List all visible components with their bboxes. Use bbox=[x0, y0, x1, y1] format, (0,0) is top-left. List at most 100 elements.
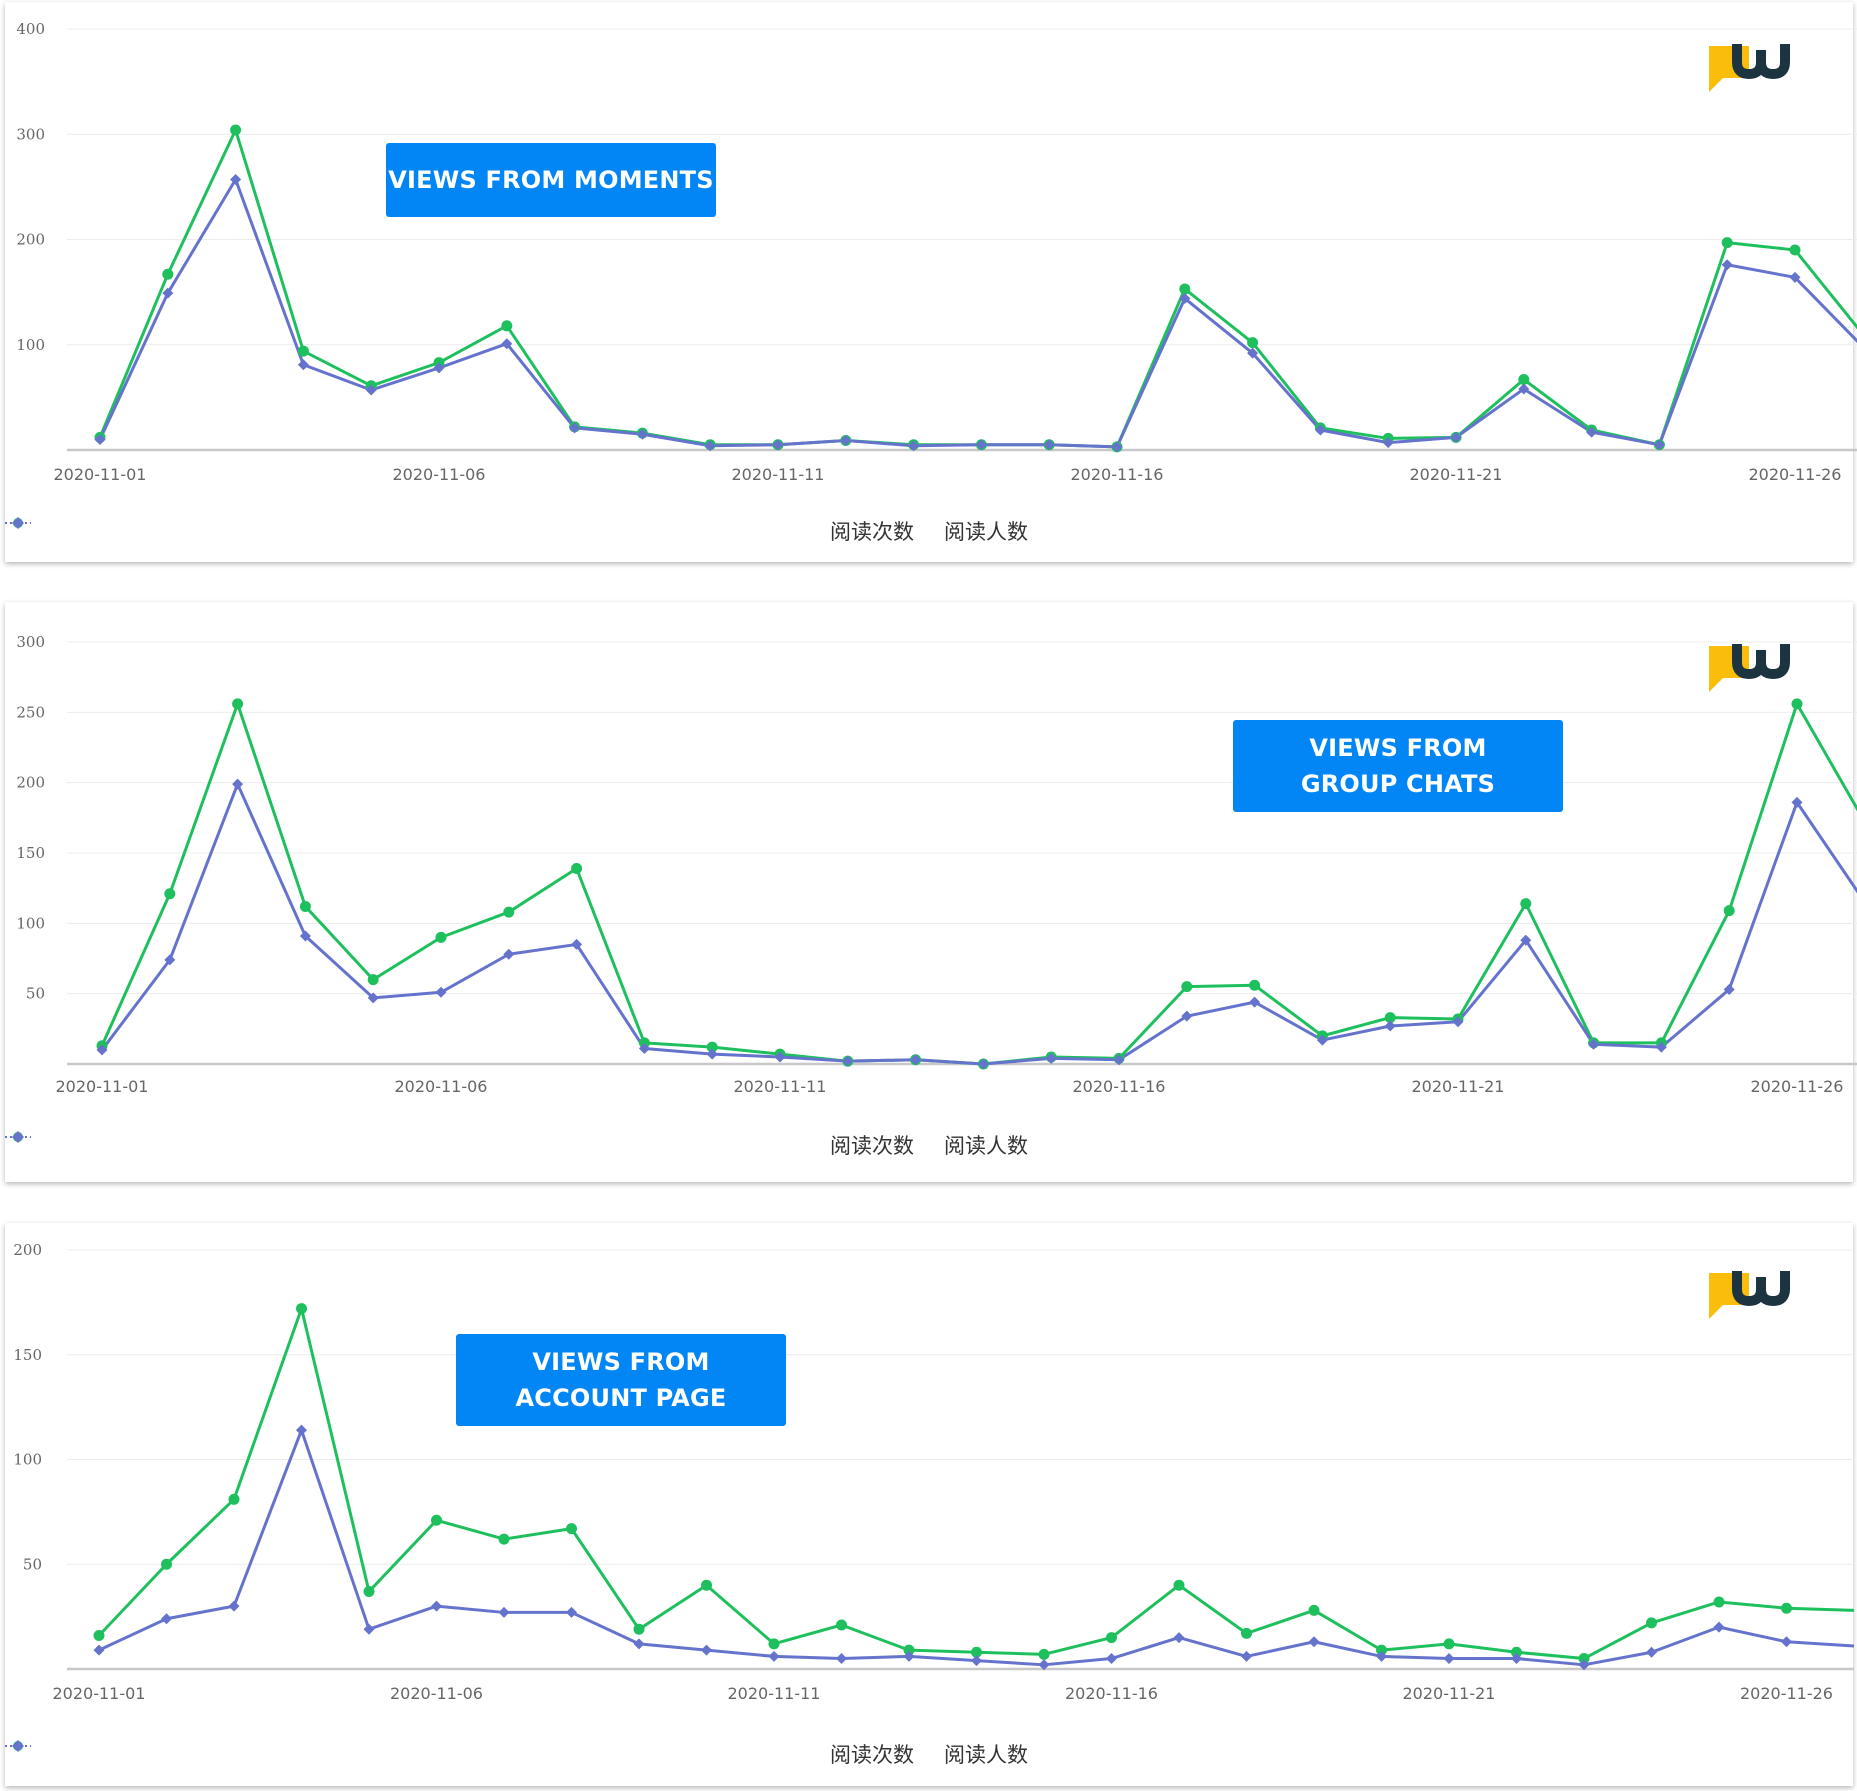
data-point-views bbox=[638, 1037, 650, 1049]
legend-item-views[interactable]: 阅读次数 bbox=[5, 1130, 914, 1160]
callout-views-from-group-chats: VIEWS FROM GROUP CHATS bbox=[1233, 720, 1563, 812]
data-point-readers bbox=[975, 439, 987, 451]
data-point-readers bbox=[1713, 1621, 1725, 1633]
data-point-readers bbox=[501, 338, 513, 350]
data-point-readers bbox=[1308, 1636, 1320, 1648]
x-tick-label: 2020-11-16 bbox=[1071, 465, 1164, 484]
data-point-readers bbox=[498, 1606, 510, 1618]
data-point-readers bbox=[367, 992, 379, 1004]
data-point-views bbox=[1106, 1632, 1117, 1644]
data-point-views bbox=[836, 1619, 847, 1631]
x-tick-label: 2020-11-11 bbox=[728, 1684, 821, 1703]
y-tick-label: 300 bbox=[16, 125, 45, 143]
data-point-views bbox=[363, 1585, 375, 1597]
data-point-views bbox=[706, 1041, 718, 1053]
x-tick-label: 2020-11-01 bbox=[53, 1684, 146, 1703]
data-point-readers bbox=[903, 1650, 915, 1662]
y-tick-label: 200 bbox=[13, 1241, 42, 1259]
legend-item-views[interactable]: 阅读次数 bbox=[5, 516, 914, 546]
x-tick-label: 2020-11-11 bbox=[732, 465, 825, 484]
y-tick-label: 100 bbox=[16, 914, 45, 932]
data-point-views bbox=[431, 1514, 442, 1526]
data-point-readers bbox=[1045, 1052, 1057, 1064]
line-chart-group-chats: 50 100 150 200 250 300 2020-11-01 2020-11-06 202… bbox=[16, 633, 1857, 1096]
data-point-readers bbox=[96, 1044, 108, 1056]
data-point-readers bbox=[636, 428, 648, 440]
data-point-readers bbox=[1376, 1650, 1387, 1662]
data-point-readers bbox=[1586, 426, 1598, 438]
legend-item-readers[interactable]: 阅读人数 bbox=[5, 516, 1028, 546]
data-point-views bbox=[1520, 898, 1532, 910]
data-point-readers bbox=[1382, 437, 1394, 449]
callout-views-from-moments: VIEWS FROM MOMENTS bbox=[386, 143, 716, 217]
data-point-views bbox=[367, 974, 379, 986]
x-tick-label: 2020-11-11 bbox=[734, 1077, 827, 1096]
data-point-views bbox=[498, 1533, 510, 1545]
y-tick-label: 150 bbox=[16, 844, 45, 862]
x-tick-label: 2020-11-21 bbox=[1403, 1684, 1496, 1703]
legend: 阅读次数 阅读人数 bbox=[5, 1130, 1853, 1160]
data-point-readers bbox=[971, 1655, 982, 1667]
w-speech-bubble-logo-icon bbox=[1709, 644, 1790, 692]
data-point-readers bbox=[1043, 439, 1055, 451]
data-point-readers bbox=[701, 1644, 712, 1656]
data-point-views bbox=[1723, 905, 1735, 917]
data-point-readers bbox=[772, 439, 784, 451]
data-point-views bbox=[161, 1558, 172, 1570]
legend-label-readers: 阅读人数 bbox=[944, 1134, 1028, 1158]
data-point-readers bbox=[232, 778, 244, 790]
legend-diamond-icon bbox=[5, 517, 31, 529]
data-point-readers bbox=[569, 422, 581, 434]
data-point-readers bbox=[1241, 1650, 1252, 1662]
series-line-views bbox=[100, 702, 1857, 1066]
legend: 阅读次数 阅读人数 bbox=[5, 1739, 1853, 1769]
legend-label-readers: 阅读人数 bbox=[944, 520, 1028, 544]
legend: 阅读次数 阅读人数 bbox=[5, 516, 1853, 546]
data-point-readers bbox=[1181, 1010, 1193, 1022]
y-tick-label: 250 bbox=[16, 703, 45, 721]
y-tick-label: 150 bbox=[13, 1346, 42, 1364]
series-line-readers bbox=[98, 1428, 1855, 1667]
data-point-readers bbox=[94, 433, 106, 445]
line-chart-moments: 100 200 300 400 2020-11-01 2020-11-06 2020-11-… bbox=[16, 20, 1857, 484]
data-point-readers bbox=[1653, 439, 1665, 451]
series-line-readers bbox=[100, 782, 1857, 1066]
data-point-readers bbox=[774, 1051, 786, 1063]
data-point-views bbox=[297, 345, 309, 357]
data-point-readers bbox=[910, 1054, 922, 1066]
data-point-readers bbox=[1511, 1653, 1522, 1665]
legend-label-readers: 阅读人数 bbox=[944, 1743, 1028, 1767]
data-point-views bbox=[633, 1623, 645, 1635]
data-point-views bbox=[1721, 237, 1733, 249]
legend-item-views[interactable]: 阅读次数 bbox=[5, 1739, 914, 1769]
data-point-readers bbox=[836, 1653, 847, 1665]
x-tick-label: 2020-11-01 bbox=[54, 465, 147, 484]
x-tick-label: 2020-11-06 bbox=[393, 465, 486, 484]
data-point-readers bbox=[164, 954, 176, 966]
legend-label-views: 阅读次数 bbox=[830, 1743, 914, 1767]
y-tick-label: 100 bbox=[13, 1451, 42, 1469]
data-point-views bbox=[1308, 1604, 1320, 1616]
w-speech-bubble-logo-icon bbox=[1709, 44, 1790, 92]
data-point-views bbox=[232, 698, 244, 710]
data-point-views bbox=[1518, 373, 1530, 385]
legend-item-readers[interactable]: 阅读人数 bbox=[5, 1739, 1028, 1769]
y-tick-label: 50 bbox=[23, 1555, 42, 1573]
data-point-readers bbox=[296, 1424, 307, 1436]
data-point-readers bbox=[1384, 1020, 1396, 1032]
data-point-readers bbox=[1518, 383, 1530, 395]
data-point-readers bbox=[1781, 1636, 1792, 1648]
legend-item-readers[interactable]: 阅读人数 bbox=[5, 1130, 1028, 1160]
data-point-readers bbox=[1179, 292, 1191, 304]
x-tick-label: 2020-11-21 bbox=[1412, 1077, 1505, 1096]
x-tick-label: 2020-11-26 bbox=[1751, 1077, 1844, 1096]
data-point-views bbox=[701, 1579, 712, 1591]
data-point-views bbox=[230, 124, 242, 136]
data-point-views bbox=[903, 1644, 915, 1656]
data-point-readers bbox=[435, 986, 447, 998]
line-chart-account-page: 50 100 150 200 2020-11-01 2020-11-06 2020-11-1… bbox=[13, 1241, 1855, 1703]
series-line-views bbox=[98, 128, 1857, 449]
data-point-readers bbox=[1588, 1038, 1600, 1050]
data-point-readers bbox=[431, 1600, 442, 1612]
data-point-readers bbox=[768, 1650, 780, 1662]
